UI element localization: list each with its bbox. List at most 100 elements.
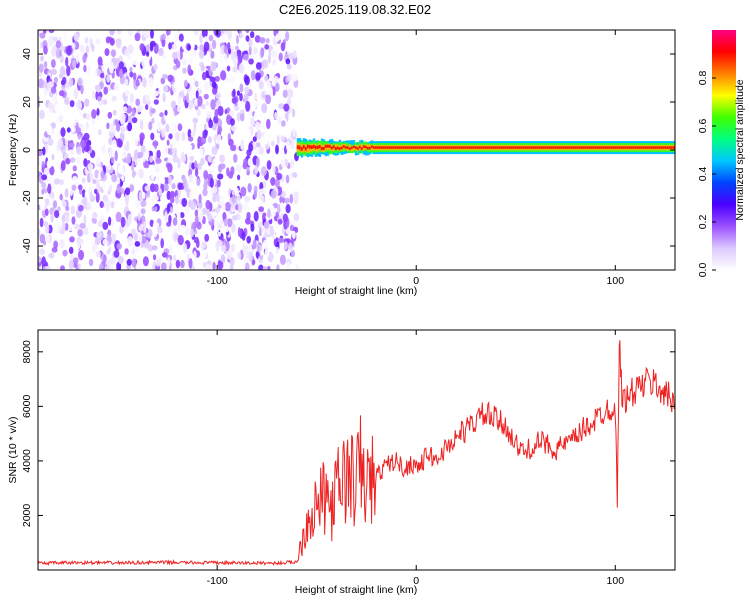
spectrogram-noise-cell [150, 108, 156, 114]
spectrogram-noise-cell [192, 117, 199, 124]
spectrogram-signal-cell [578, 146, 582, 149]
spectrogram-signal-cell [416, 146, 420, 149]
spectrogram-noise-cell [125, 140, 130, 152]
spectrogram-noise-cell [150, 167, 156, 178]
spectrogram-noise-cell [68, 77, 74, 87]
spectrogram-noise-cell [182, 67, 187, 74]
spectrogram-noise-cell [194, 167, 199, 178]
spectrogram-noise-cell [285, 84, 289, 92]
spectrogram-noise-cell [217, 105, 224, 117]
spectrogram-noise-cell [197, 201, 203, 209]
spectrogram-signal-cell [552, 146, 556, 149]
spectrogram-noise-cell [118, 96, 124, 103]
spectrogram-noise-cell [235, 164, 242, 172]
spectrogram-noise-cell [113, 249, 120, 258]
spectrogram-noise-cell [52, 200, 58, 209]
spectrogram-noise-cell [65, 214, 70, 224]
spectrogram-noise-cell [200, 137, 207, 143]
spectrogram-signal-cell [628, 146, 632, 149]
spectrogram-noise-cell [59, 179, 64, 186]
spectrogram-noise-cell [264, 44, 270, 50]
spectrogram-noise-cell [243, 53, 249, 61]
spectrogram-signal-cell [452, 146, 456, 149]
spectrogram-signal-cell [338, 147, 342, 151]
snr-x-tick-label: 100 [607, 575, 625, 587]
spectrogram-signal-cell [590, 146, 594, 149]
spectrogram-noise-cell [199, 254, 204, 262]
spectrogram-noise-cell [235, 247, 239, 255]
spectrogram-noise-cell [73, 257, 79, 264]
spectrogram-noise-cell [237, 251, 242, 260]
spectrogram-signal-cell [302, 144, 306, 149]
spectrogram-noise-cell [232, 88, 236, 97]
snr-series-line [38, 340, 675, 566]
spectrogram-noise-cell [59, 238, 65, 249]
spectrogram-noise-cell [190, 78, 194, 88]
spectrogram-signal-cell [476, 146, 480, 149]
spectrogram-noise-cell [181, 197, 188, 207]
spectrogram-noise-cell [217, 173, 224, 180]
spectrogram-noise-cell [282, 213, 288, 223]
spectrogram-noise-cell [154, 206, 158, 212]
spectrogram-signal-cell [626, 146, 630, 149]
snr-y-tick-label: 2000 [21, 504, 33, 528]
spectrogram-signal-cell [360, 143, 364, 149]
spectrogram-signal-cell [436, 146, 440, 149]
spectrogram-noise-cell [244, 176, 249, 182]
spectrogram-noise-cell [180, 224, 186, 233]
spectrogram-noise-cell [94, 236, 101, 246]
spectrogram-signal-cell [604, 146, 608, 149]
spectrogram-noise-cell [70, 187, 73, 197]
spectrogram-signal-cell [652, 146, 656, 149]
spectrogram-noise-cell [190, 228, 194, 238]
spectrogram-noise-cell [179, 212, 185, 219]
spectrogram-signal-cell [574, 146, 578, 149]
spectrogram-signal-cell [596, 146, 600, 149]
spectrogram-noise-cell [84, 184, 90, 192]
spectrogram-noise-cell [71, 184, 77, 191]
spectrogram-noise-cell [160, 77, 166, 85]
spectrogram-noise-cell [175, 195, 179, 205]
spectrogram-signal-cell [638, 146, 642, 149]
spectrogram-noise-cell [97, 95, 102, 102]
spectrogram-x-tick-label: 0 [413, 275, 419, 287]
spectrogram-noise-cell [242, 162, 248, 170]
spectrogram-signal-cell [296, 145, 300, 150]
spectrogram-noise-cell [286, 141, 290, 151]
spectrogram-signal-cell [556, 146, 560, 149]
spectrogram-signal-cell [608, 146, 612, 149]
spectrogram-noise-cell [211, 39, 217, 50]
spectrogram-noise-cell [237, 100, 243, 108]
spectrogram-noise-cell [124, 78, 129, 87]
spectrogram-noise-cell [184, 204, 190, 215]
spectrogram-noise-cell [149, 155, 154, 163]
spectrogram-noise-cell [279, 202, 284, 211]
spectrogram-noise-cell [163, 197, 168, 207]
spectrogram-signal-cell [326, 144, 330, 148]
spectrogram-noise-cell [169, 244, 173, 255]
chart-title: C2E6.2025.119.08.32.E02 [279, 2, 431, 17]
spectrogram-signal-cell [438, 146, 442, 149]
spectrogram-noise-cell [216, 193, 220, 203]
spectrogram-noise-cell [162, 92, 166, 103]
spectrogram-noise-cell [198, 121, 203, 130]
spectrogram-noise-cell [268, 253, 274, 261]
spectrogram-signal-cell [618, 146, 622, 149]
spectrogram-noise-cell [121, 175, 125, 182]
spectrogram-noise-cell [80, 84, 84, 95]
spectrogram-noise-cell [107, 111, 113, 119]
spectrogram-noise-cell [50, 213, 54, 223]
spectrogram-noise-cell [177, 187, 181, 198]
spectrogram-noise-cell [86, 65, 91, 76]
spectrogram-noise-cell [126, 258, 132, 266]
spectrogram-noise-cell [44, 208, 49, 216]
spectrogram-noise-cell [162, 160, 167, 168]
spectrogram-signal-cell [346, 146, 350, 149]
spectrogram-noise-cell [242, 257, 247, 265]
spectrogram-noise-cell [111, 139, 117, 148]
spectrogram-noise-cell [134, 174, 141, 185]
spectrogram-noise-cell [120, 216, 126, 228]
spectrogram-noise-cell [219, 195, 225, 204]
spectrogram-signal-cell [472, 146, 476, 149]
spectrogram-signal-cell [594, 146, 598, 149]
